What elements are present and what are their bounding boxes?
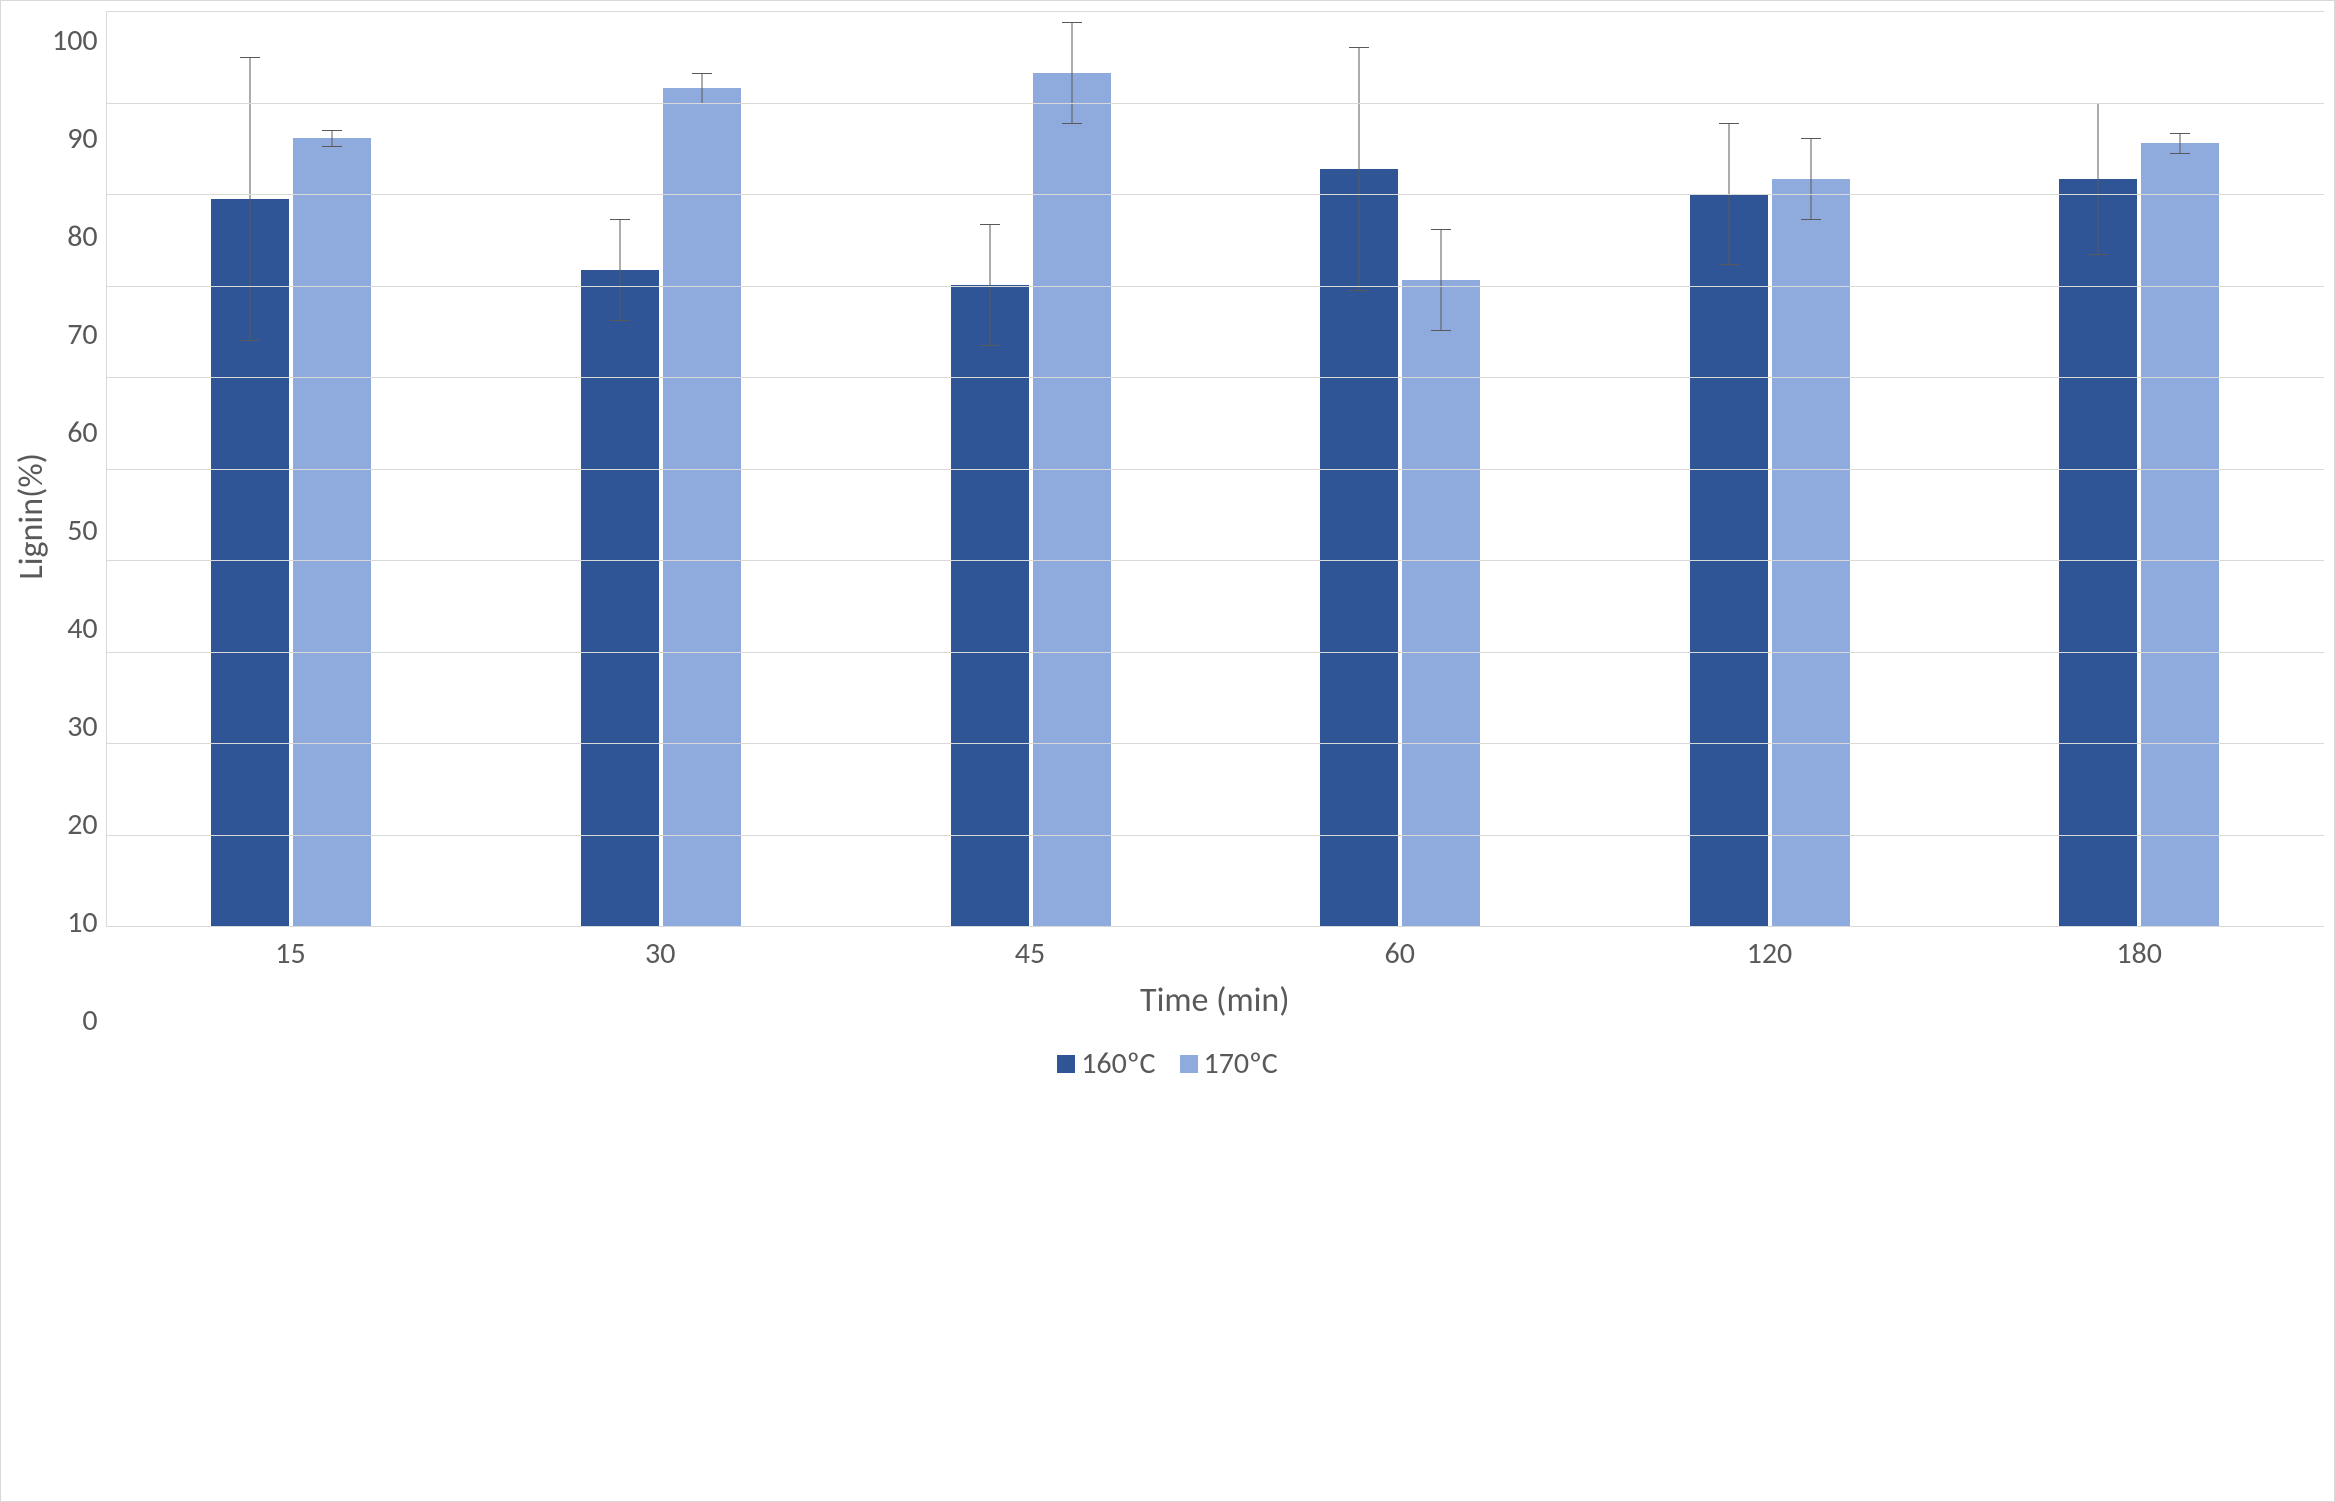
error-bar [701, 73, 702, 103]
bar [1320, 169, 1398, 927]
x-tick: 60 [1215, 935, 1585, 972]
error-bar [1441, 229, 1442, 330]
y-tick: 50 [52, 516, 98, 546]
error-cap [1801, 219, 1821, 220]
gridline [107, 560, 2324, 561]
x-tick: 15 [106, 935, 476, 972]
error-cap [322, 146, 342, 147]
chart-container: Lignin(%) 1009080706050403020100 1530456… [0, 0, 2335, 1502]
y-axis-ticks: 1009080706050403020100 [52, 11, 106, 1021]
bar [1033, 73, 1111, 926]
legend-swatch [1057, 1055, 1075, 1073]
error-cap [1719, 123, 1739, 124]
y-tick: 80 [52, 222, 98, 252]
x-tick: 30 [475, 935, 845, 972]
gridline [107, 103, 2324, 104]
bar [951, 285, 1029, 926]
legend-label: 170ºC [1204, 1045, 1278, 1082]
bar [581, 270, 659, 927]
error-cap [240, 340, 260, 341]
error-cap [610, 320, 630, 321]
error-bar [1071, 22, 1072, 123]
y-tick: 10 [52, 908, 98, 938]
y-tick: 30 [52, 712, 98, 742]
y-axis: Lignin(%) 1009080706050403020100 [11, 11, 106, 1021]
x-tick: 45 [845, 935, 1215, 972]
error-cap [692, 73, 712, 74]
bar [2059, 179, 2137, 926]
error-cap [322, 130, 342, 131]
y-tick: 60 [52, 418, 98, 448]
gridline [107, 377, 2324, 378]
error-bar [1810, 138, 1811, 219]
error-bar [1359, 47, 1360, 289]
gridline [107, 286, 2324, 287]
error-cap [1801, 138, 1821, 139]
gridline [107, 743, 2324, 744]
error-cap [2088, 254, 2108, 255]
error-cap [1719, 264, 1739, 265]
gridline [107, 194, 2324, 195]
error-cap [240, 57, 260, 58]
bar [663, 88, 741, 926]
error-cap [1062, 123, 1082, 124]
error-cap [2170, 153, 2190, 154]
error-cap [1431, 330, 1451, 331]
gridline [107, 11, 2324, 12]
y-tick: 40 [52, 614, 98, 644]
error-bar [2098, 103, 2099, 255]
error-cap [610, 219, 630, 220]
x-tick: 180 [1954, 935, 2324, 972]
error-cap [980, 345, 1000, 346]
error-cap [980, 224, 1000, 225]
legend-swatch [1180, 1055, 1198, 1073]
bar [2141, 143, 2219, 926]
error-bar [2180, 133, 2181, 153]
bar [1772, 179, 1850, 926]
plot-wrap: Lignin(%) 1009080706050403020100 1530456… [11, 11, 2324, 1021]
chart-body: Lignin(%) 1009080706050403020100 1530456… [11, 11, 2324, 1082]
error-bar [619, 219, 620, 320]
y-axis-label: Lignin(%) [11, 453, 52, 580]
y-tick: 20 [52, 810, 98, 840]
error-cap [1431, 229, 1451, 230]
x-axis-label: Time (min) [106, 980, 2324, 1021]
error-cap [1062, 22, 1082, 23]
legend-item: 160ºC [1057, 1045, 1155, 1082]
gridline [107, 835, 2324, 836]
error-cap [2170, 133, 2190, 134]
bar [293, 138, 371, 926]
plot-area [106, 11, 2324, 927]
legend-item: 170ºC [1180, 1045, 1278, 1082]
x-axis-ticks: 15304560120180 [106, 935, 2324, 972]
gridline [107, 652, 2324, 653]
error-cap [1349, 290, 1369, 291]
bar [211, 199, 289, 926]
x-tick: 120 [1585, 935, 1955, 972]
y-tick: 90 [52, 124, 98, 154]
y-tick: 70 [52, 320, 98, 350]
legend-label: 160ºC [1081, 1045, 1155, 1082]
y-tick: 0 [52, 1006, 98, 1036]
error-bar [332, 130, 333, 146]
error-cap [1349, 47, 1369, 48]
y-tick: 100 [52, 26, 98, 56]
error-bar [250, 57, 251, 340]
gridline [107, 469, 2324, 470]
legend: 160ºC 170ºC [11, 1045, 2324, 1082]
